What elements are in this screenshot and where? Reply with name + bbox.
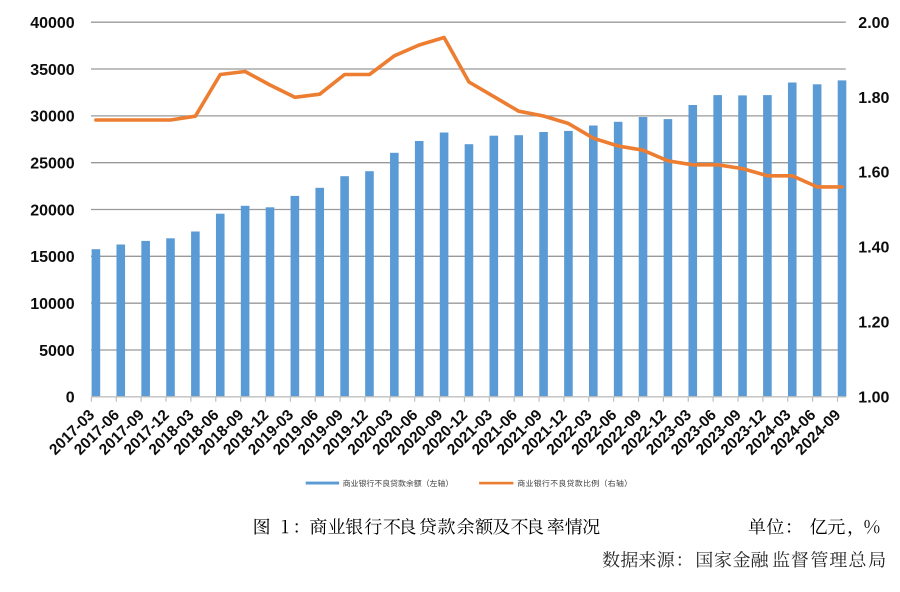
svg-text:1.80: 1.80 — [858, 90, 889, 107]
svg-text:35000: 35000 — [30, 62, 75, 79]
svg-text:15000: 15000 — [30, 249, 75, 266]
svg-text:30000: 30000 — [30, 109, 75, 126]
svg-text:20000: 20000 — [30, 202, 75, 219]
svg-text:1.40: 1.40 — [858, 240, 889, 257]
svg-text:10000: 10000 — [30, 296, 75, 313]
svg-text:2.00: 2.00 — [858, 15, 889, 32]
svg-text:5000: 5000 — [39, 343, 75, 360]
svg-text:1.00: 1.00 — [858, 390, 889, 407]
svg-text:0: 0 — [66, 390, 75, 407]
svg-text:1.60: 1.60 — [858, 165, 889, 182]
svg-text:25000: 25000 — [30, 156, 75, 173]
svg-text:1.20: 1.20 — [858, 314, 889, 331]
svg-text:40000: 40000 — [30, 15, 75, 32]
